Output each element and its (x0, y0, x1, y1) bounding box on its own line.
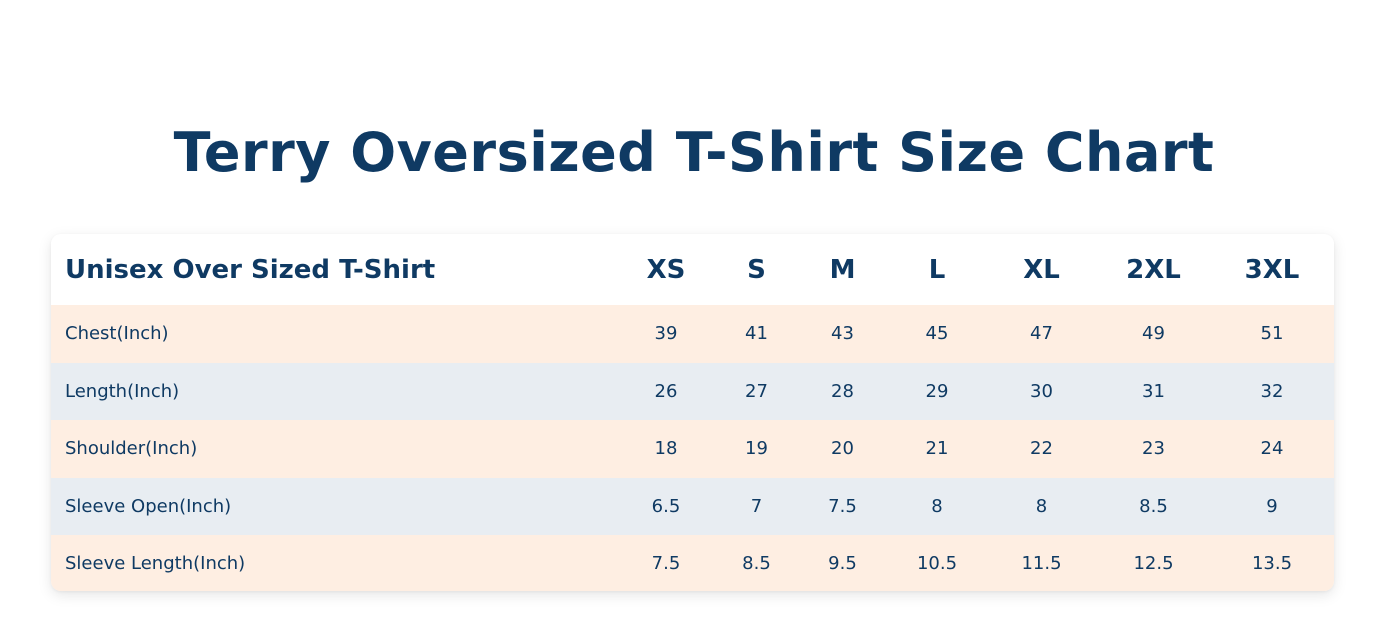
size-header-l: L (928, 254, 946, 285)
table-cell: 21 (925, 438, 949, 460)
table-cell: 45 (925, 323, 949, 345)
table-row-sleeve-length: Sleeve Length(Inch) 7.5 8.5 9.5 10.5 11.… (51, 535, 1334, 591)
table-cell: 51 (1260, 323, 1284, 345)
table-cell: 13.5 (1251, 553, 1293, 575)
table-cell: 24 (1260, 438, 1284, 460)
table-cell: 7 (750, 495, 763, 517)
row-label: Length(Inch) (65, 380, 180, 402)
table-cell: 47 (1030, 323, 1053, 345)
table-header-label: Unisex Over Sized T-Shirt (65, 254, 436, 285)
table-cell: 8 (1035, 495, 1048, 517)
table-cell: 28 (831, 380, 854, 402)
size-chart-card: Unisex Over Sized T-Shirt XS S M L XL 2X… (51, 234, 1334, 591)
size-chart-table: Unisex Over Sized T-Shirt XS S M L XL 2X… (51, 234, 1334, 591)
table-cell: 30 (1030, 380, 1053, 402)
table-cell: 8.5 (742, 553, 771, 575)
table-cell: 31 (1142, 380, 1165, 402)
table-row-shoulder: Shoulder(Inch) 18 19 20 21 22 23 24 (51, 420, 1334, 478)
table-cell: 19 (745, 438, 768, 460)
row-label: Chest(Inch) (65, 323, 169, 345)
table-cell: 12.5 (1133, 553, 1174, 575)
table-cell: 9.5 (828, 553, 857, 575)
table-cell: 29 (925, 380, 949, 402)
table-cell: 43 (831, 323, 854, 345)
table-row-sleeve-open: Sleeve Open(Inch) 6.5 7 7.5 8 8 8.5 9 (51, 477, 1334, 535)
row-label: Shoulder(Inch) (65, 438, 198, 460)
table-cell: 9 (1266, 495, 1278, 517)
table-cell: 8.5 (1139, 495, 1168, 517)
size-header-xs: XS (646, 254, 686, 285)
table-cell: 22 (1030, 438, 1053, 460)
size-header-s: S (747, 254, 766, 285)
table-cell: 26 (654, 380, 678, 402)
table-cell: 23 (1142, 438, 1165, 460)
table-cell: 8 (931, 495, 943, 517)
row-label: Sleeve Length(Inch) (65, 553, 246, 575)
table-cell: 6.5 (651, 495, 681, 517)
size-header-3xl: 3XL (1244, 254, 1300, 285)
size-header-m: M (829, 254, 856, 285)
table-cell: 49 (1142, 323, 1165, 345)
table-cell: 18 (654, 438, 678, 460)
size-header-xl: XL (1023, 254, 1060, 285)
table-row-length: Length(Inch) 26 27 28 29 30 31 32 (51, 362, 1334, 420)
table-header-row: Unisex Over Sized T-Shirt XS S M L XL 2X… (51, 234, 1334, 305)
table-row-chest: Chest(Inch) 39 41 43 45 47 49 51 (51, 305, 1334, 363)
size-header-2xl: 2XL (1126, 254, 1181, 285)
table-cell: 7.5 (828, 495, 857, 517)
table-cell: 20 (831, 438, 854, 460)
row-label: Sleeve Open(Inch) (65, 495, 232, 517)
table-cell: 39 (654, 323, 678, 345)
table-cell: 41 (745, 323, 768, 345)
table-cell: 10.5 (916, 553, 958, 575)
table-cell: 11.5 (1021, 553, 1062, 575)
table-cell: 27 (745, 380, 768, 402)
table-cell: 7.5 (651, 553, 681, 575)
page-title: Terry Oversized T-Shirt Size Chart (173, 121, 1215, 184)
table-cell: 32 (1260, 380, 1284, 402)
